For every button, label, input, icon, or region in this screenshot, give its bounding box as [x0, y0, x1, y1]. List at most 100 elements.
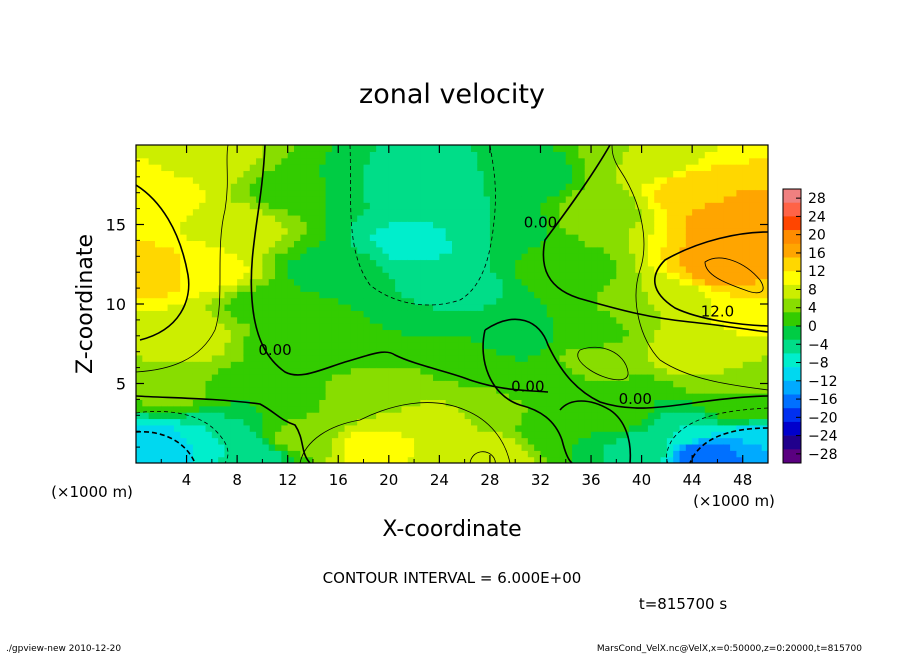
field-cell [401, 265, 409, 273]
field-cell [534, 354, 542, 362]
field-cell [502, 145, 510, 152]
field-cell [660, 373, 668, 381]
field-cell [199, 157, 207, 165]
field-cell [635, 164, 643, 172]
field-cell [477, 354, 485, 362]
field-cell [603, 380, 611, 388]
field-cell [515, 310, 523, 318]
field-cell [521, 367, 529, 375]
field-cell [616, 202, 624, 210]
field-cell [161, 208, 169, 216]
field-cell [527, 393, 535, 400]
field-cell [401, 189, 409, 197]
field-cell [742, 424, 750, 432]
field-cell [439, 164, 447, 172]
field-cell [445, 183, 453, 191]
field-cell [319, 342, 327, 350]
field-cell [256, 361, 263, 369]
field-cell [388, 304, 396, 311]
field-cell [723, 373, 731, 381]
field-cell [350, 240, 358, 248]
field-cell [180, 412, 188, 420]
field-cell [268, 431, 276, 439]
field-cell [199, 284, 207, 292]
field-cell [761, 253, 768, 261]
field-cell [483, 354, 491, 362]
field-cell [761, 316, 768, 324]
field-cell [483, 386, 491, 394]
field-cell [565, 208, 573, 216]
field-cell [414, 316, 421, 324]
field-cell [654, 437, 662, 445]
field-cell [742, 164, 750, 172]
field-cell [325, 348, 333, 356]
field-cell [173, 265, 181, 273]
field-cell [698, 335, 706, 343]
field-cell [363, 450, 371, 458]
field-cell [363, 380, 371, 388]
field-cell [565, 424, 573, 432]
field-cell [287, 342, 295, 350]
field-cell [458, 380, 466, 388]
field-cell [470, 450, 478, 458]
field-cell [407, 335, 415, 343]
field-cell [180, 348, 188, 356]
field-cell [433, 380, 440, 388]
field-cell [426, 418, 434, 426]
field-cell [218, 284, 226, 292]
field-cell [256, 412, 263, 420]
field-cell [357, 151, 365, 159]
field-cell [426, 221, 434, 229]
field-cell [414, 304, 421, 311]
field-cell [685, 176, 693, 184]
field-cell [470, 380, 478, 388]
field-cell [344, 361, 352, 369]
field-cell [673, 450, 681, 458]
field-cell [603, 227, 611, 235]
field-cell [610, 234, 617, 241]
field-cell [376, 450, 384, 458]
field-cell [256, 145, 263, 152]
field-cell [275, 431, 282, 439]
field-cell [603, 386, 611, 394]
field-cell [319, 335, 327, 343]
field-cell [154, 157, 162, 165]
field-cell [685, 195, 693, 203]
field-cell [218, 412, 226, 420]
field-cell [464, 373, 472, 381]
field-cell [496, 291, 504, 299]
field-cell [717, 424, 725, 432]
field-cell [496, 145, 504, 152]
field-cell [704, 278, 712, 286]
field-cell [723, 253, 731, 261]
field-cell [635, 278, 643, 286]
field-cell [439, 145, 447, 152]
field-cell [148, 304, 156, 311]
field-cell [376, 272, 384, 280]
field-cell [452, 443, 459, 451]
field-cell [376, 157, 384, 165]
field-cell [717, 380, 725, 388]
field-cell [300, 405, 308, 413]
field-cell [736, 437, 744, 445]
field-cell [572, 342, 579, 350]
field-cell [180, 310, 188, 318]
field-cell [527, 316, 535, 324]
field-cell [445, 431, 453, 439]
field-cell [382, 265, 390, 273]
field-cell [218, 335, 226, 343]
field-cell [502, 214, 510, 222]
field-cell [224, 253, 232, 261]
field-cell [742, 361, 750, 369]
field-cell [565, 304, 573, 311]
field-cell [641, 386, 649, 394]
field-cell [154, 164, 162, 172]
field-cell [218, 202, 226, 210]
field-cell [237, 234, 245, 241]
field-cell [350, 405, 358, 413]
field-cell [338, 176, 346, 184]
field-cell [508, 412, 516, 420]
field-cell [268, 221, 276, 229]
field-cell [199, 189, 207, 197]
field-cell [268, 234, 276, 241]
